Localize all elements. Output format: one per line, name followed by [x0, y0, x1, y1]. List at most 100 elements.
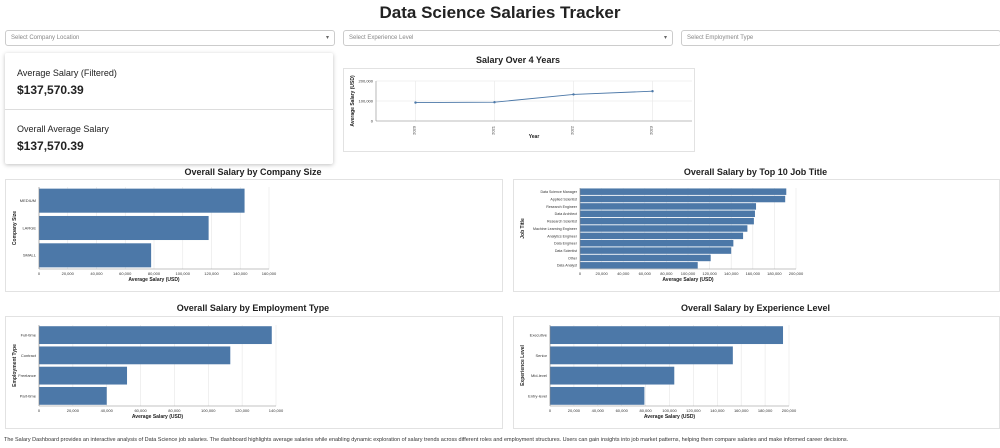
data-point [572, 93, 575, 96]
y-tick-label: SMALL [23, 253, 37, 258]
kpi-overall-card: Overall Average Salary $137,570.39 [5, 110, 333, 165]
exp-chart-title: Overall Salary by Experience Level [680, 303, 831, 313]
x-tick-label: 80,000 [660, 271, 673, 276]
kpi-filtered-value: $137,570.39 [17, 83, 84, 97]
x-tick-label: 60,000 [119, 271, 132, 276]
company-size-chart: 0 20,000 40,000 60,000 80,000 100,000 120,000 1… [12, 187, 277, 283]
x-tick-label: 200,000 [782, 408, 797, 413]
footer-description: The Salary Dashboard provides an interac… [4, 437, 849, 443]
x-tick-label: 200,000 [789, 271, 804, 276]
x-tick-label: 100,000 [662, 408, 677, 413]
x-tick-label: 160,000 [746, 271, 761, 276]
chevron-down-icon: ▾ [663, 35, 667, 41]
x-tick-label: 0 [38, 408, 41, 413]
y-tick-label: Executive [530, 333, 548, 338]
bar [580, 188, 787, 195]
bar [580, 195, 786, 203]
bar [39, 243, 152, 268]
employment-type-placeholder: Select Employment Type [687, 35, 754, 41]
y-tick-label: Applied Scientist [550, 197, 577, 201]
x-tick-label: 40,000 [617, 271, 630, 276]
experience-level-placeholder: Select Experience Level [349, 35, 414, 41]
y-tick-label: Data Scientist [555, 249, 577, 253]
y-tick-label: Senior [535, 353, 547, 358]
company-location-placeholder: Select Company Location [11, 35, 80, 41]
bar [39, 215, 209, 241]
size-chart-panel: 0 20,000 40,000 60,000 80,000 100,000 120,000 1… [5, 179, 503, 292]
x-tick-label: 160,000 [262, 271, 277, 276]
bar [580, 203, 757, 210]
job-chart-panel: 0 20,000 40,000 60,000 80,000 100,000 120,000 1… [513, 179, 1000, 292]
employment-type-select[interactable]: Select Employment Type [681, 30, 1000, 46]
bar [39, 326, 272, 345]
x-tick-label: 20,000 [67, 408, 80, 413]
y-axis-title: Experience Level [520, 344, 526, 385]
x-tick-label: 100,000 [201, 408, 216, 413]
x-tick-label: 2021 [491, 125, 496, 135]
x-tick-label: 160,000 [734, 408, 749, 413]
x-axis-title: Average Salary (USD) [132, 414, 184, 420]
bar [39, 188, 245, 213]
job-title-chart: 0 20,000 40,000 60,000 80,000 100,000 120,000 1… [520, 188, 804, 283]
x-tick-label: 140,000 [233, 271, 248, 276]
line-chart: 0 100,000 200,000 2020 2021 2022 2023 Year Avera… [350, 75, 692, 140]
bar [39, 386, 107, 405]
y-axis-title: Employment Type [12, 344, 18, 387]
bar [39, 346, 231, 365]
x-tick-label: 20,000 [595, 271, 608, 276]
x-tick-label: 40,000 [101, 408, 114, 413]
y-tick-label: LARGE [22, 225, 36, 230]
company-location-select[interactable]: Select Company Location ▾ [5, 30, 335, 46]
bar [580, 217, 754, 225]
x-tick-label: 80,000 [639, 408, 652, 413]
experience-level-select[interactable]: Select Experience Level ▾ [343, 30, 673, 46]
x-tick-label: 80,000 [168, 408, 181, 413]
x-tick-label: 60,000 [616, 408, 629, 413]
y-tick-label: Analytics Engineer [547, 234, 578, 238]
x-tick-label: 140,000 [724, 271, 739, 276]
y-tick-label: Freelance [18, 373, 37, 378]
x-tick-label: 40,000 [592, 408, 605, 413]
data-point [651, 90, 654, 93]
x-tick-label: 180,000 [758, 408, 773, 413]
x-axis-title: Average Salary (USD) [662, 277, 714, 283]
x-tick-label: 60,000 [639, 271, 652, 276]
x-tick-label: 2023 [649, 125, 654, 135]
bar [580, 210, 755, 218]
y-tick-label: Data Engineer [554, 242, 578, 246]
bar [550, 366, 675, 385]
bar [550, 326, 784, 345]
job-chart-title: Overall Salary by Top 10 Job Title [683, 167, 828, 177]
bar [580, 232, 744, 240]
bar [580, 262, 698, 269]
emp-chart-panel: 0 20,000 40,000 60,000 80,000 100,000 120,000 1… [5, 316, 503, 429]
x-tick-label: 120,000 [204, 271, 219, 276]
x-tick-label: 120,000 [702, 271, 717, 276]
line-chart-panel: 0 100,000 200,000 2020 2021 2022 2023 Year Avera… [343, 68, 695, 152]
y-tick-label: Data Analyst [557, 264, 577, 268]
bar [580, 254, 711, 262]
x-tick-label: 60,000 [134, 408, 147, 413]
y-tick-label: 200,000 [359, 78, 374, 83]
kpi-divider [5, 109, 333, 110]
x-axis-title: Average Salary (USD) [128, 277, 180, 283]
x-tick-label: 2020 [412, 125, 417, 135]
exp-chart-panel: 0 20,000 40,000 60,000 80,000 100,000 120,000 1… [513, 316, 1000, 429]
y-axis-title: Company Size [12, 211, 18, 245]
kpi-filtered-card: Average Salary (Filtered) $137,570.39 [5, 53, 333, 108]
bar [550, 346, 733, 365]
size-chart-title: Overall Salary by Company Size [184, 167, 322, 177]
x-tick-label: 100,000 [176, 271, 191, 276]
y-tick-label: Research Scientist [547, 220, 577, 224]
page-title: Data Science Salaries Tracker [379, 3, 621, 22]
x-tick-label: 20,000 [568, 408, 581, 413]
x-tick-label: 100,000 [681, 271, 696, 276]
kpi-overall-value: $137,570.39 [17, 139, 84, 153]
data-point [414, 101, 417, 104]
series-line [415, 90, 653, 104]
bar [550, 386, 645, 405]
x-axis-title: Average Salary (USD) [644, 414, 696, 420]
x-tick-label: 2022 [570, 125, 575, 135]
y-tick-label: Data Architect [555, 212, 577, 216]
employment-type-chart: 0 20,000 40,000 60,000 80,000 100,000 120,000 1… [12, 325, 284, 420]
